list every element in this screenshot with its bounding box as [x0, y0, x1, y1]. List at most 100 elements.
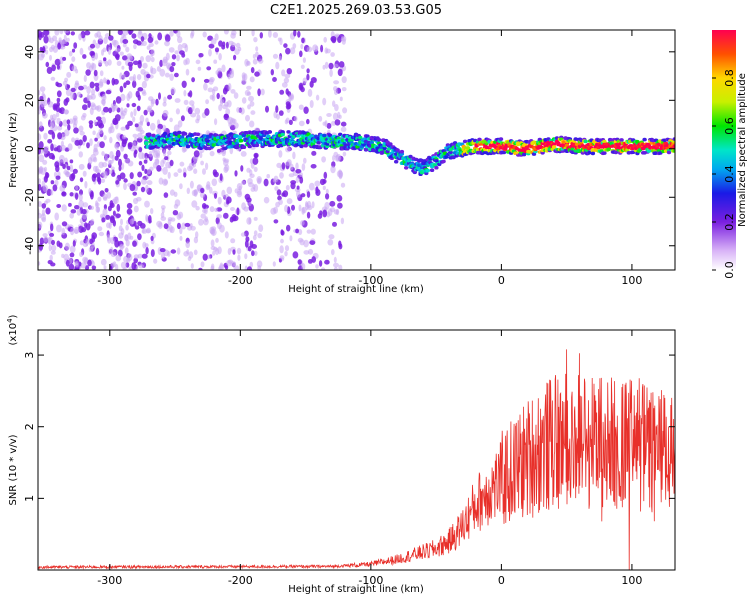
- spectrogram-noise-cell: [141, 178, 147, 185]
- spectrogram-noise-cell: [105, 89, 112, 95]
- spectrogram-noise-cell: [307, 248, 314, 255]
- spectrogram-noise-cell: [38, 53, 44, 61]
- spectrogram-noise-cell: [200, 187, 205, 194]
- spectrogram-noise-cell: [114, 143, 120, 150]
- spectrogram-noise-cell: [90, 93, 96, 100]
- spectrogram-noise-cell: [194, 107, 201, 115]
- y-tick-label: 20: [23, 93, 36, 107]
- spectrogram-noise-cell: [59, 30, 64, 35]
- spectrogram-signal-cell: [646, 149, 652, 153]
- spectrogram-noise-cell: [91, 62, 95, 69]
- spectrogram-noise-cell: [256, 176, 263, 184]
- spectrogram-noise-cell: [253, 166, 258, 173]
- y-tick-label: 40: [23, 45, 36, 59]
- spectrogram-noise-cell: [56, 204, 62, 208]
- spectrogram-noise-cell: [224, 231, 229, 239]
- spectrogram-noise-cell: [333, 262, 339, 268]
- spectrogram-noise-cell: [335, 208, 340, 216]
- spectrogram-noise-cell: [102, 93, 107, 99]
- spectrogram-noise-cell: [268, 30, 272, 38]
- spectrogram-noise-cell: [61, 191, 66, 196]
- spectrogram-noise-cell: [69, 159, 74, 164]
- spectrogram-noise-cell: [218, 40, 223, 47]
- spectrogram-noise-cell: [82, 135, 87, 142]
- spectrogram-noise-cell: [340, 182, 346, 188]
- spectrogram-noise-cell: [96, 206, 100, 213]
- spectrogram-noise-cell: [111, 77, 116, 86]
- spectrogram-noise-cell: [177, 44, 183, 52]
- spectrogram-noise-cell: [111, 105, 116, 113]
- spectrogram-noise-cell: [148, 215, 152, 223]
- spectrogram-noise-cell: [234, 170, 238, 177]
- spectrogram-noise-cell: [89, 238, 94, 245]
- spectrogram-noise-cell: [186, 187, 190, 194]
- spectrogram-noise-cell: [73, 42, 78, 49]
- spectrogram-noise-cell: [120, 126, 127, 131]
- spectrogram-noise-cell: [193, 249, 198, 256]
- spectrogram-noise-cell: [263, 196, 270, 204]
- spectrogram-signal-cell: [168, 144, 173, 149]
- spectrogram-signal-cell: [286, 130, 291, 134]
- spectrogram-noise-cell: [97, 196, 102, 202]
- spectrogram-noise-cell: [301, 263, 306, 270]
- spectrogram-noise-cell: [217, 222, 222, 230]
- spectrogram-noise-cell: [74, 261, 80, 268]
- spectrogram-noise-cell: [246, 85, 252, 90]
- spectrogram-noise-cell: [337, 202, 343, 209]
- spectrogram-signal-cell: [162, 131, 168, 136]
- spectrogram-noise-cell: [324, 47, 329, 54]
- spectrogram-noise-cell: [66, 71, 72, 78]
- spectrogram-noise-cell: [50, 143, 54, 152]
- spectrogram-noise-cell: [79, 177, 84, 183]
- y-tick-label: 1: [23, 495, 36, 502]
- spectrogram-signal-cell: [574, 142, 580, 146]
- spectrogram-noise-cell: [43, 236, 49, 243]
- spectrogram-noise-cell: [295, 176, 300, 184]
- colorbar-tick-label: 0.6: [723, 117, 736, 135]
- spectrogram-noise-cell: [293, 116, 298, 122]
- spectrogram-noise-cell: [142, 62, 148, 69]
- spectrogram-noise-cell: [146, 45, 151, 50]
- spectrogram-noise-cell: [105, 214, 111, 220]
- spectrogram-noise-cell: [103, 106, 109, 113]
- spectrogram-noise-cell: [117, 249, 123, 257]
- spectrogram-noise-cell: [228, 40, 234, 46]
- spectrogram-signal-cell: [531, 152, 537, 156]
- spectrogram-noise-cell: [95, 85, 100, 92]
- colorbar-tick-label: 0.8: [723, 69, 736, 87]
- spectrogram-noise-cell: [171, 62, 176, 67]
- spectrogram-noise-cell: [136, 180, 141, 187]
- spectrogram-noise-cell: [141, 253, 148, 259]
- spectrogram-noise-cell: [126, 202, 133, 209]
- spectrogram-noise-cell: [307, 88, 313, 97]
- spectrogram-noise-cell: [42, 46, 46, 52]
- spectrogram-noise-cell: [176, 247, 181, 255]
- spectrogram-noise-cell: [214, 118, 218, 126]
- spectrogram-noise-cell: [69, 173, 75, 182]
- spectrogram-noise-cell: [247, 104, 251, 110]
- spectrogram-noise-cell: [150, 56, 155, 63]
- spectrogram-noise-cell: [160, 216, 167, 222]
- spectrogram-noise-cell: [190, 112, 197, 118]
- spectrogram-noise-cell: [38, 107, 41, 115]
- spectrogram-noise-cell: [89, 50, 95, 57]
- spectrogram-noise-cell: [302, 77, 308, 84]
- spectrogram-noise-cell: [143, 109, 148, 116]
- spectrogram-noise-cell: [335, 153, 342, 162]
- spectrogram-signal-cell: [238, 138, 244, 143]
- spectrogram-signal-cell: [625, 148, 630, 152]
- spectrogram-noise-cell: [314, 45, 319, 52]
- spectrogram-noise-cell: [299, 50, 303, 58]
- spectrogram-signal-cell: [590, 151, 596, 156]
- spectrogram-noise-cell: [308, 182, 315, 191]
- spectrogram-noise-cell: [216, 214, 222, 219]
- spectrogram-noise-cell: [282, 190, 289, 198]
- spectrogram-noise-cell: [226, 186, 233, 195]
- spectrogram-noise-cell: [48, 129, 54, 135]
- spectrogram-noise-cell: [200, 160, 205, 166]
- spectrogram-noise-cell: [247, 246, 252, 252]
- spectrogram-noise-cell: [127, 232, 132, 240]
- spectrogram-noise-cell: [332, 155, 335, 162]
- spectrogram-noise-cell: [54, 30, 60, 36]
- spectrogram-noise-cell: [128, 30, 132, 35]
